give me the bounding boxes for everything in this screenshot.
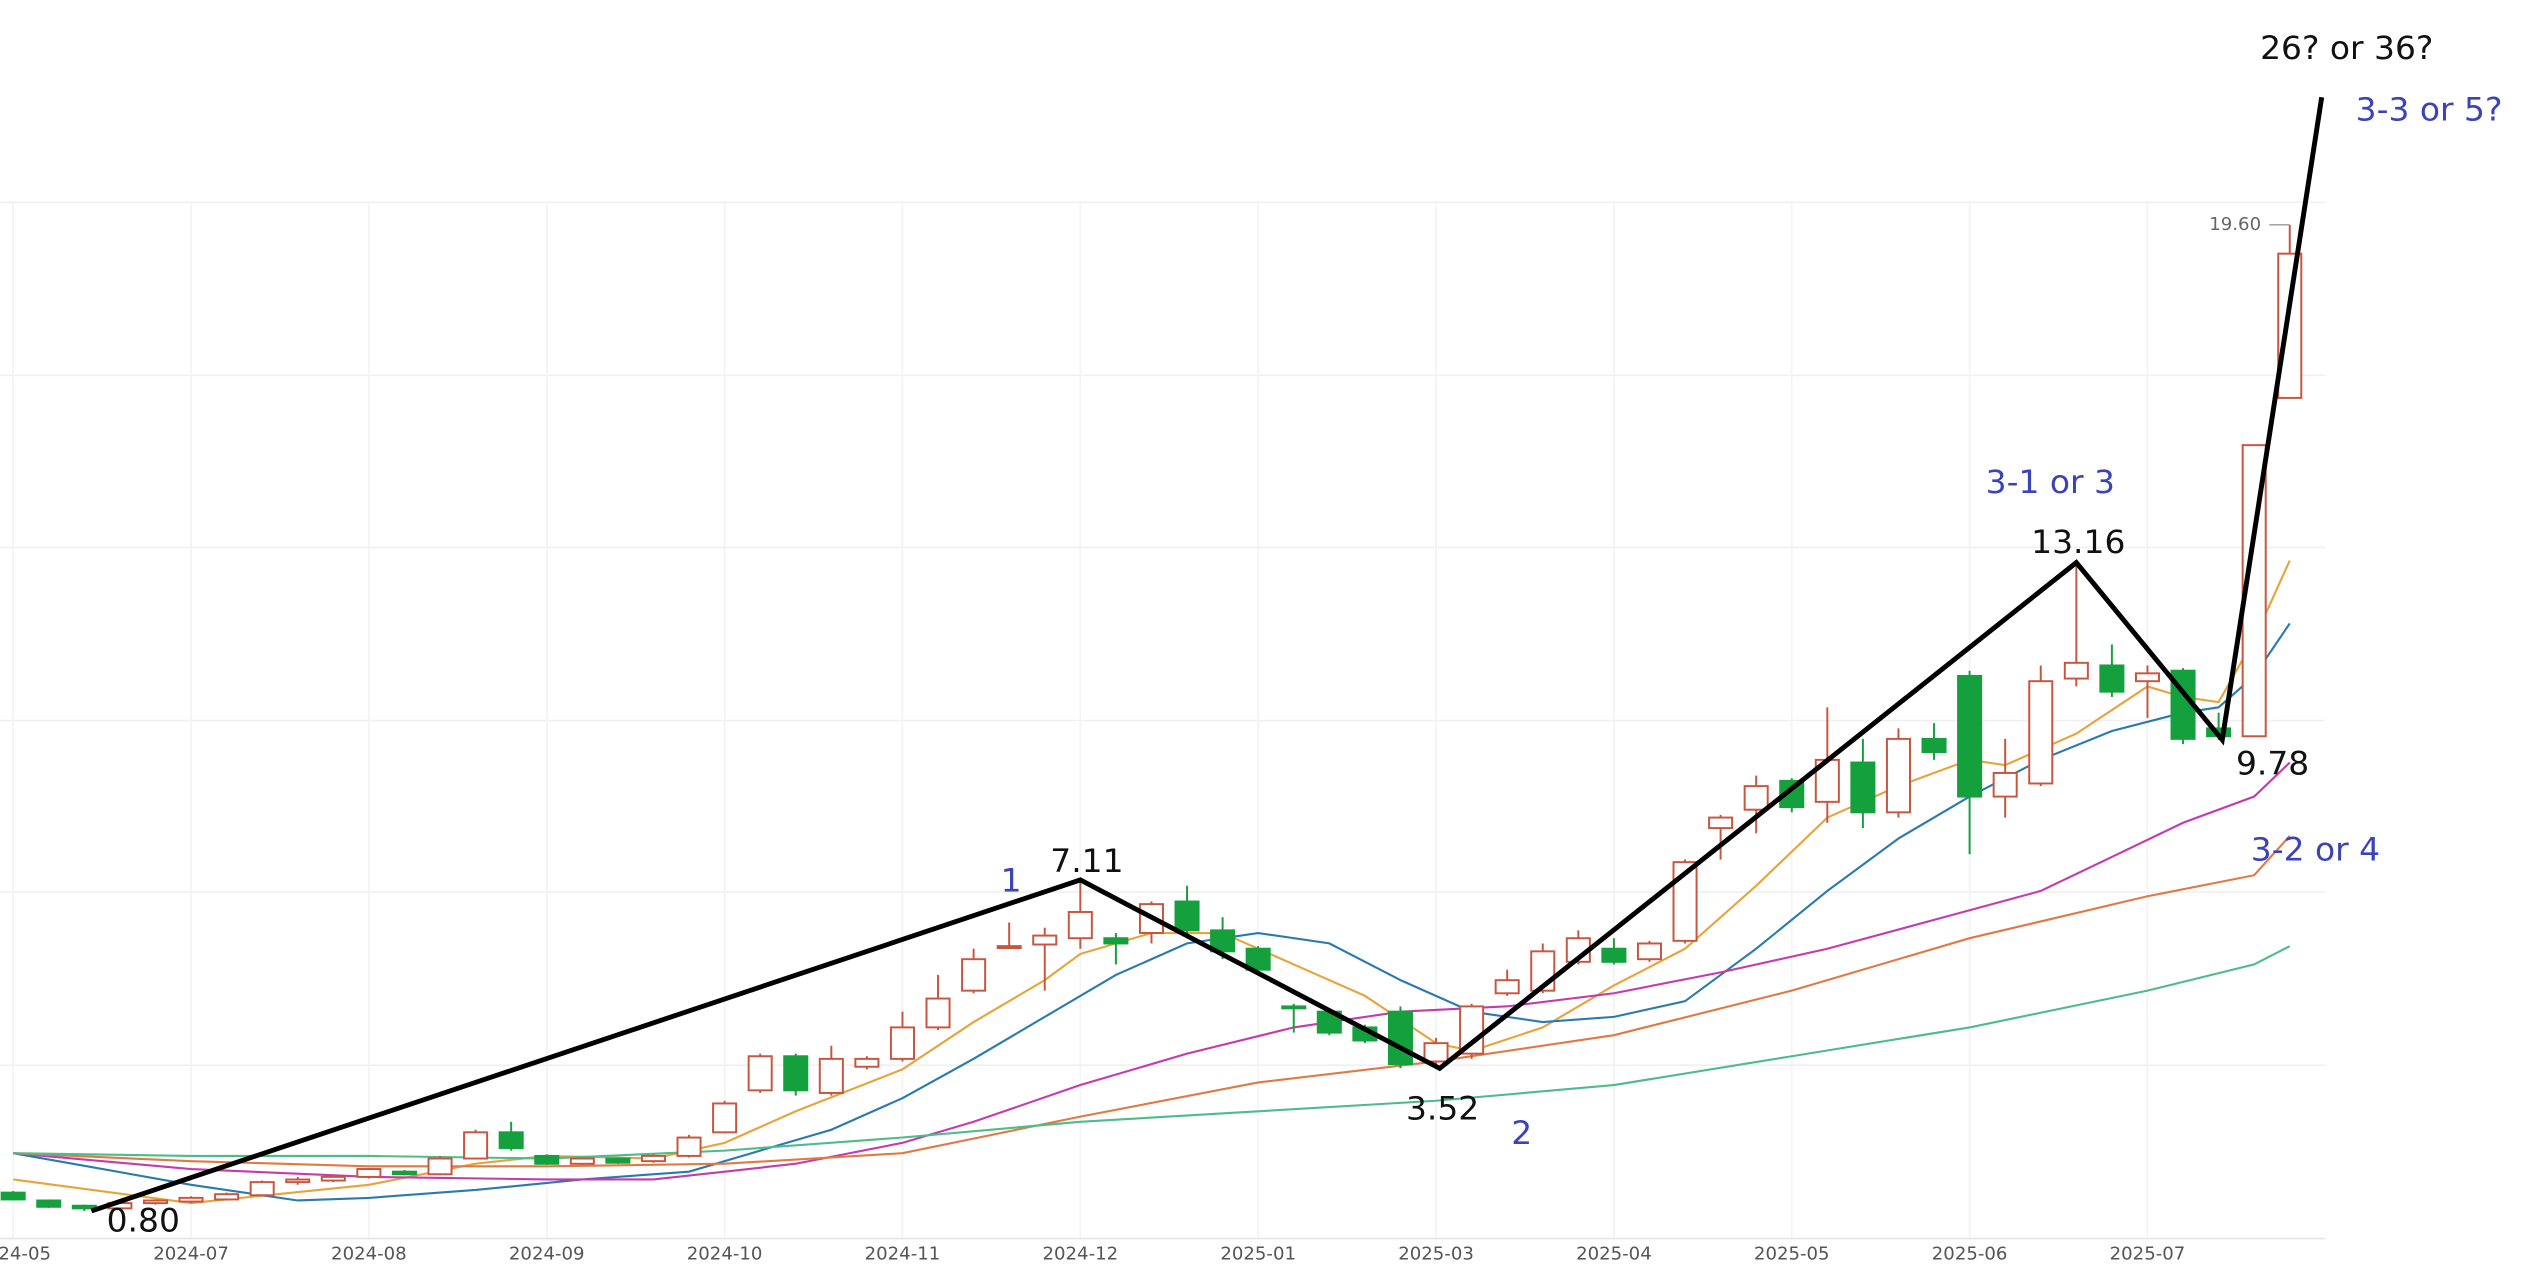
ma-line <box>13 945 2291 1160</box>
candle-body <box>391 1170 417 1176</box>
x-tick-label: 2024-11 <box>865 1244 941 1265</box>
wave-annotation: 26? or 36? <box>2260 29 2433 67</box>
candle-body <box>1672 861 1698 942</box>
candle-body <box>1601 947 1627 963</box>
candle-body <box>463 1131 489 1160</box>
x-tick-label: 2024-09 <box>509 1244 585 1265</box>
candle-body <box>142 1199 168 1205</box>
candle-body <box>1210 929 1236 953</box>
wave-value-label: 9.78 <box>2236 745 2309 783</box>
candle-body <box>889 1026 915 1060</box>
candle-body <box>640 1154 666 1163</box>
candle-body <box>783 1055 809 1092</box>
candle-body <box>1708 816 1734 830</box>
candle-body <box>747 1055 773 1092</box>
candle-body <box>1885 737 1911 814</box>
x-tick-label: 2024-10 <box>687 1244 763 1265</box>
wave-line <box>90 96 2325 1214</box>
wave-annotation: 1 <box>1001 862 1022 900</box>
wave-annotation: 2 <box>1511 1114 1532 1152</box>
candle-body <box>2099 664 2125 693</box>
candle-body <box>1103 937 1129 945</box>
candle-body <box>1459 1005 1485 1055</box>
x-tick-label: 2024-08 <box>331 1244 407 1265</box>
candle-body <box>1850 761 1876 814</box>
x-tick-label: 2025-03 <box>1398 1244 1474 1265</box>
x-tick-label: 2024-05 <box>0 1244 51 1265</box>
candle-body <box>214 1193 240 1201</box>
x-tick-label: 2025-04 <box>1576 1244 1652 1265</box>
candle-body <box>1921 737 1947 753</box>
candle-body <box>2277 252 2303 399</box>
candle-body <box>1174 900 1200 932</box>
x-tick-label: 2025-01 <box>1220 1244 1296 1265</box>
candle-body <box>1245 947 1271 971</box>
wave-value-label: 13.16 <box>2031 523 2125 561</box>
candle-body <box>249 1181 275 1197</box>
candle-body <box>1957 674 1983 798</box>
candle-body <box>1992 772 2018 798</box>
candle-body <box>36 1199 62 1208</box>
wave-annotation: 3-2 or 4 <box>2251 831 2380 869</box>
candle-body <box>818 1057 844 1094</box>
x-tick-label: 2024-12 <box>1042 1244 1118 1265</box>
candle-body <box>1636 942 1662 961</box>
high-label: 19.60 <box>2209 214 2261 235</box>
candle-body <box>356 1168 382 1178</box>
candle-body <box>2134 672 2160 683</box>
x-tick-label: 2025-06 <box>1932 1244 2008 1265</box>
candle-body <box>676 1136 702 1157</box>
candle-body <box>320 1175 346 1182</box>
candle-body <box>2028 680 2054 785</box>
candle-body <box>1494 979 1520 995</box>
candle-body <box>1067 911 1093 940</box>
candle-body <box>427 1157 453 1176</box>
wave-value-label: 0.80 <box>107 1202 180 1240</box>
candle-body <box>1032 934 1058 946</box>
candle-body <box>569 1157 595 1165</box>
candle-body <box>2063 661 2089 680</box>
wave-annotation: 3-1 or 3 <box>1986 463 2115 501</box>
candle-body <box>605 1157 631 1164</box>
candle-body <box>1387 1010 1413 1066</box>
wave-value-label: 3.52 <box>1406 1090 1479 1128</box>
candle-body <box>854 1057 880 1068</box>
candle-body <box>925 997 951 1029</box>
candle-body <box>961 958 987 992</box>
candle-body <box>1281 1005 1307 1010</box>
wave-annotation: 3-3 or 5? <box>2356 91 2503 129</box>
candle-body <box>0 1191 26 1201</box>
candle-body <box>498 1131 524 1150</box>
candle-body <box>1423 1042 1449 1063</box>
candle-body <box>534 1154 560 1165</box>
ma-line <box>13 560 2291 1205</box>
candle-body <box>996 945 1022 950</box>
x-tick-label: 2024-07 <box>153 1244 229 1265</box>
candle-body <box>178 1196 204 1203</box>
candle-body <box>1779 779 1805 809</box>
candle-body <box>71 1204 97 1210</box>
candle-body <box>285 1178 311 1184</box>
wave-value-label: 7.11 <box>1050 842 1123 880</box>
x-tick-label: 2025-07 <box>2110 1244 2186 1265</box>
candle-body <box>712 1102 738 1134</box>
candle-body <box>2241 444 2267 738</box>
x-tick-label: 2025-05 <box>1754 1244 1830 1265</box>
candle-body <box>1743 785 1769 811</box>
